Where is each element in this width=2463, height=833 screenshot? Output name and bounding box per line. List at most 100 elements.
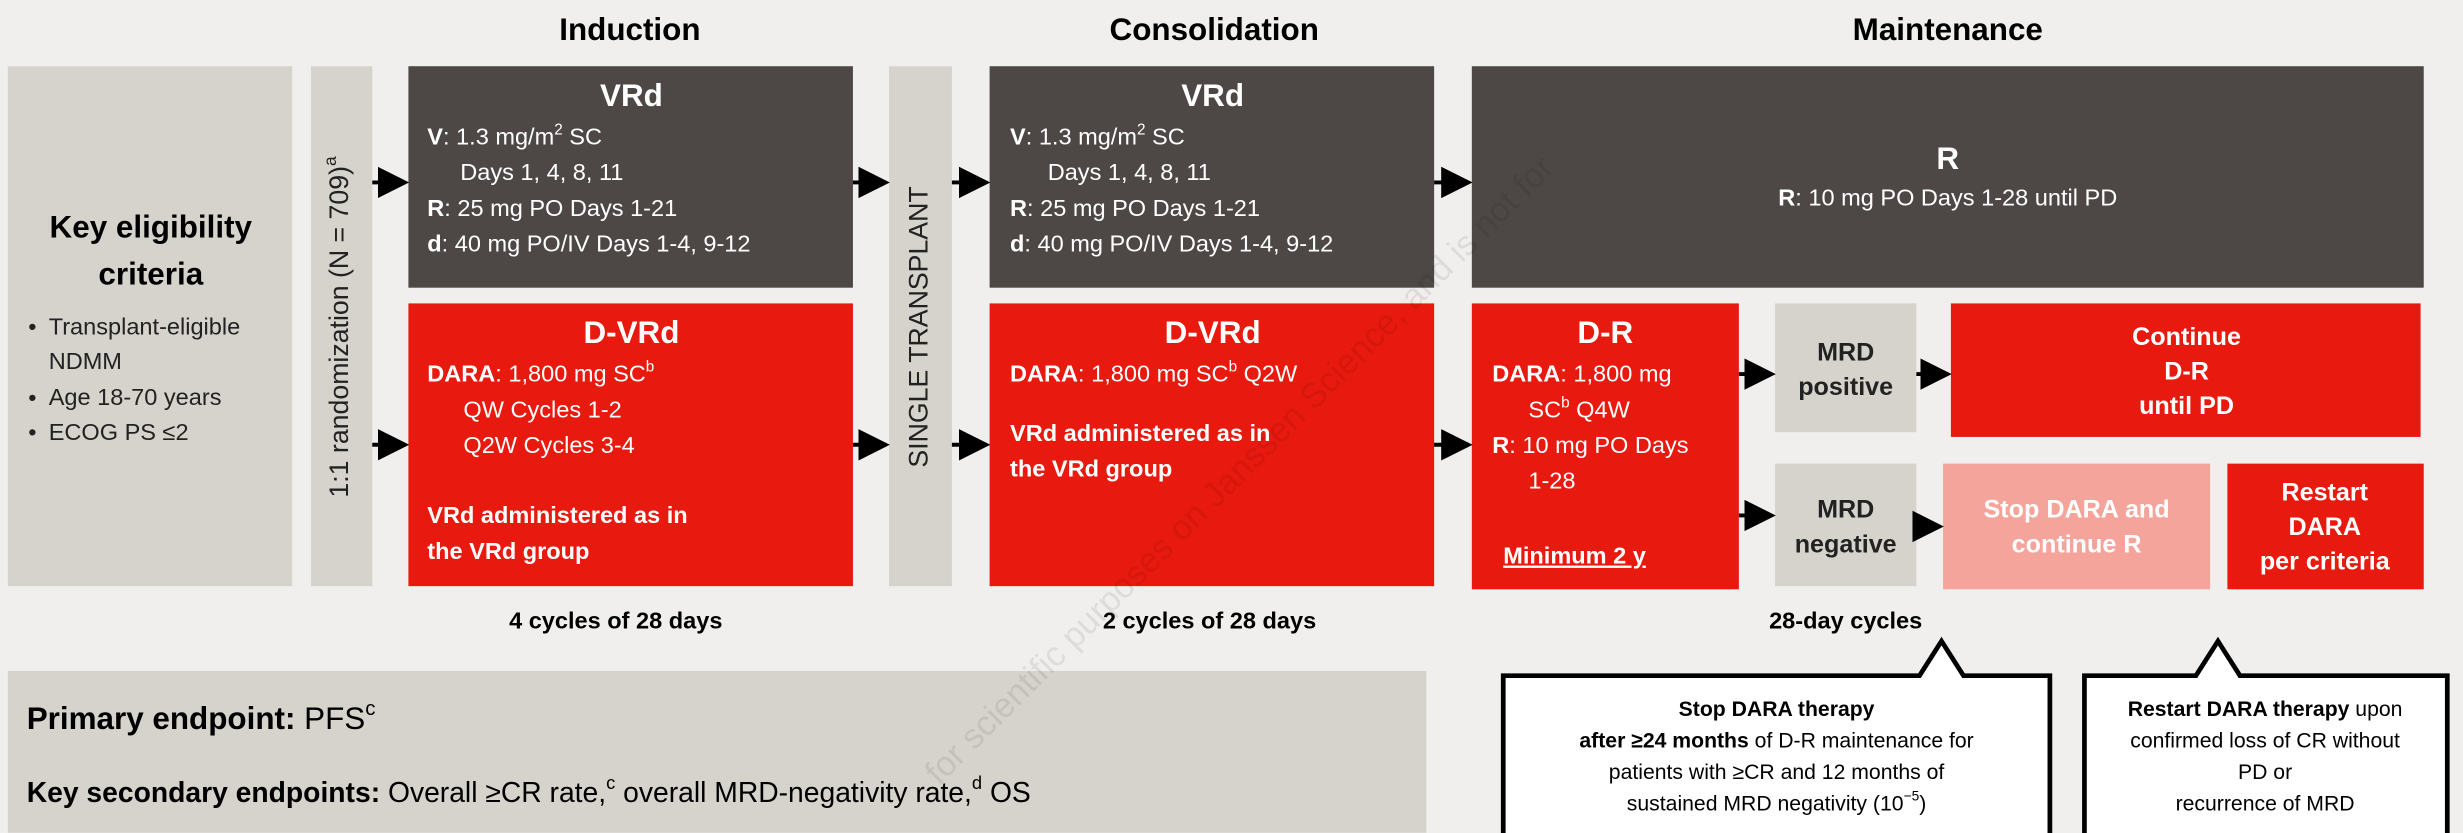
text-line: d: 40 mg PO/IV Days 1-4, 9-12 bbox=[427, 231, 750, 257]
text-line: DARA: 1,800 mg SCb Q2W bbox=[1010, 358, 1298, 387]
text-segment: Overall ≥CR rate, bbox=[380, 777, 606, 809]
text-segment: 1:1 randomization (N = 709) bbox=[324, 166, 354, 498]
phase-header: Induction bbox=[559, 12, 700, 47]
text-segment: Minimum 2 y bbox=[1503, 543, 1646, 569]
box-title: D-VRd bbox=[1165, 315, 1261, 350]
text-line: V: 1.3 mg/m2 SC bbox=[1010, 121, 1185, 150]
text-segment: : 25 mg PO Days 1-21 bbox=[1027, 195, 1260, 221]
text-segment: upon bbox=[2349, 698, 2402, 721]
text-segment: QW Cycles 1-2 bbox=[463, 397, 621, 423]
text-line: confirmed loss of CR without bbox=[2130, 729, 2400, 752]
vrd-box bbox=[408, 66, 853, 288]
text-segment: MRD bbox=[1817, 338, 1874, 366]
text-line: Restart bbox=[2281, 478, 2368, 506]
text-segment: Q4W bbox=[1570, 397, 1631, 423]
text-line: Age 18-70 years bbox=[49, 384, 222, 410]
text-line: d: 40 mg PO/IV Days 1-4, 9-12 bbox=[1010, 231, 1333, 257]
text-segment: V bbox=[1010, 124, 1026, 150]
text-line: QW Cycles 1-2 bbox=[463, 397, 621, 423]
text-segment: b bbox=[646, 358, 655, 375]
text-line: Continue bbox=[2132, 323, 2241, 351]
text-line: per criteria bbox=[2260, 547, 2391, 575]
text-segment: V bbox=[427, 124, 443, 150]
text-segment: −5 bbox=[1904, 789, 1920, 804]
text-segment: per criteria bbox=[2260, 547, 2391, 575]
text-line: R: 10 mg PO Days 1-28 until PD bbox=[1778, 185, 2117, 211]
text-segment: : 10 mg PO Days 1-28 until PD bbox=[1795, 185, 2117, 211]
bullet: • bbox=[28, 314, 36, 340]
text-segment: the VRd group bbox=[1010, 456, 1172, 482]
text-segment: of D-R maintenance for bbox=[1749, 729, 1974, 752]
text-segment: Q2W bbox=[1237, 361, 1298, 387]
text-line: MRD bbox=[1817, 495, 1874, 523]
text-segment: SC bbox=[563, 124, 602, 150]
title-line: criteria bbox=[98, 257, 203, 292]
box-title: R bbox=[1936, 141, 1959, 176]
bullet: • bbox=[28, 384, 36, 410]
text-line: MRD bbox=[1817, 338, 1874, 366]
text-segment: DARA bbox=[427, 361, 495, 387]
text-segment: c bbox=[365, 699, 375, 721]
text-segment: positive bbox=[1798, 373, 1893, 401]
text-line: Minimum 2 y bbox=[1503, 543, 1646, 569]
text-segment: d bbox=[972, 772, 982, 793]
text-segment: negative bbox=[1795, 530, 1897, 558]
text-segment: Stop DARA therapy bbox=[1679, 698, 1875, 721]
box-title: VRd bbox=[600, 78, 663, 113]
text-segment: until PD bbox=[2139, 392, 2234, 420]
text-line: the VRd group bbox=[427, 538, 589, 564]
text-segment: 1-28 bbox=[1528, 468, 1575, 494]
continue-box bbox=[1950, 303, 2421, 437]
eligibility-box bbox=[7, 66, 293, 587]
text-segment: : 1,800 mg bbox=[1560, 361, 1671, 387]
text-segment: the VRd group bbox=[427, 538, 589, 564]
text-segment: : 10 mg PO Days bbox=[1509, 432, 1688, 458]
text-segment: Days 1, 4, 8, 11 bbox=[460, 159, 623, 185]
text-segment: : 1.3 mg/m bbox=[1026, 124, 1137, 150]
text-line: Primary endpoint: PFSc bbox=[27, 699, 376, 737]
text-segment: b bbox=[1561, 394, 1570, 411]
text-segment: : 25 mg PO Days 1-21 bbox=[444, 195, 677, 221]
restart-box bbox=[2227, 463, 2424, 590]
text-segment: PD or bbox=[2238, 761, 2292, 784]
text-line: after ≥24 months of D-R maintenance for bbox=[1579, 729, 1973, 752]
text-line: R: 10 mg PO Days bbox=[1492, 432, 1688, 458]
text-segment: b bbox=[1229, 358, 1238, 375]
text-segment: VRd administered as in bbox=[1010, 420, 1270, 446]
text-line: recurrence of MRD bbox=[2176, 792, 2355, 815]
text-segment: Stop DARA and bbox=[1984, 495, 2170, 523]
text-segment: R bbox=[427, 195, 444, 221]
arrows bbox=[372, 166, 1952, 543]
dvrd-box bbox=[989, 303, 1435, 587]
text-line: continue R bbox=[2012, 530, 2142, 558]
box-title: D-R bbox=[1577, 315, 1633, 350]
text-segment: Transplant-eligible bbox=[49, 314, 241, 340]
text-segment: SC bbox=[1145, 124, 1184, 150]
text-line: 1-28 bbox=[1528, 468, 1575, 494]
text-segment: a bbox=[319, 156, 339, 166]
text-segment: confirmed loss of CR without bbox=[2130, 729, 2400, 752]
mrd-negative-box bbox=[1774, 463, 1917, 587]
text-segment: Restart DARA therapy bbox=[2128, 698, 2350, 721]
text-segment: c bbox=[606, 772, 615, 793]
bullet: • bbox=[28, 419, 36, 445]
text-segment: : 1,800 mg SC bbox=[495, 361, 646, 387]
text-segment: after ≥24 months bbox=[1579, 729, 1748, 752]
transplant-bar bbox=[889, 66, 952, 587]
text-segment: Days 1, 4, 8, 11 bbox=[1048, 159, 1211, 185]
stop-box bbox=[1943, 463, 2211, 590]
text-segment: VRd administered as in bbox=[427, 502, 687, 528]
dvrd-box bbox=[408, 303, 853, 587]
text-line: DARA bbox=[2288, 513, 2361, 541]
text-segment: d bbox=[427, 231, 441, 257]
text-segment: Q2W Cycles 3-4 bbox=[463, 432, 634, 458]
text-segment: Age 18-70 years bbox=[49, 384, 222, 410]
text-segment: D-R bbox=[2164, 357, 2209, 385]
text-segment: PFS bbox=[295, 702, 365, 737]
text-segment: overall MRD-negativity rate, bbox=[615, 777, 972, 809]
endpoints-box bbox=[7, 670, 1427, 833]
text-line: Stop DARA therapy bbox=[1679, 698, 1875, 721]
stop-callout bbox=[1500, 636, 2053, 833]
